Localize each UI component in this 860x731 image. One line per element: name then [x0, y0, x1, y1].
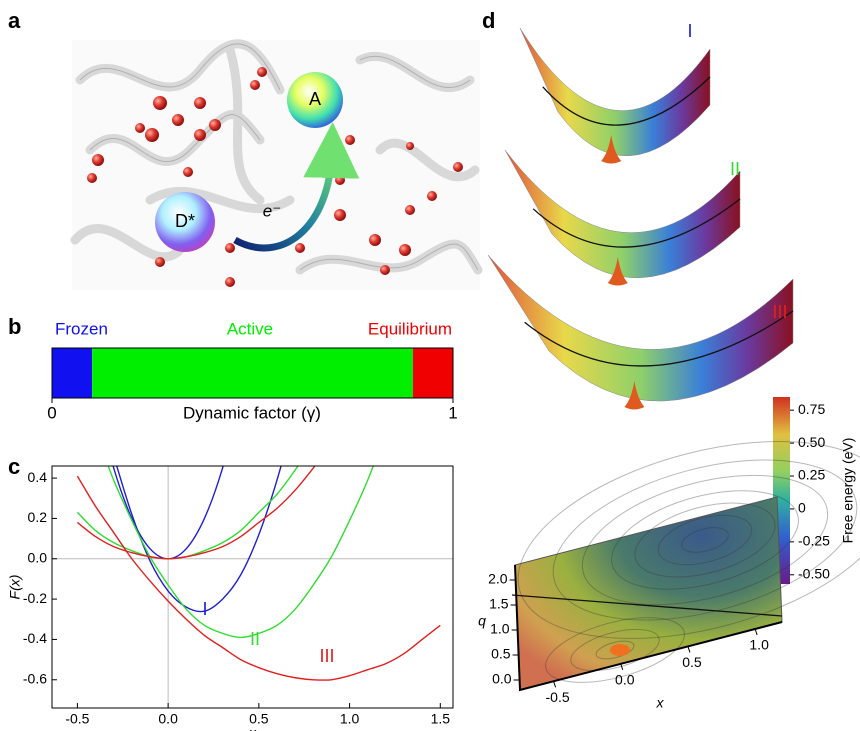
x-tick-label: 1.5	[431, 711, 451, 727]
page: {"panels": ["a", "b", "c", "d"], "scene"…	[0, 0, 860, 731]
y-tick-label: 0.0	[492, 671, 512, 687]
panel-label: c	[8, 454, 20, 479]
y-tick-label: 0.4	[28, 469, 48, 485]
x-tick-label: 0.0	[615, 672, 635, 688]
y-tick-label: -0.2	[23, 590, 47, 606]
energy-surface	[505, 150, 740, 278]
colorbar-tick-label: 0.50	[798, 434, 825, 450]
panel-a-art	[72, 40, 480, 290]
bar-segment	[92, 348, 413, 398]
x-axis-label: Dynamic factor (γ)	[183, 403, 321, 422]
x-tick-label: 0.5	[682, 654, 702, 670]
y-tick-label: 0.0	[28, 549, 48, 565]
curve-annotation: III	[319, 646, 334, 666]
y-axis-label: F(x)	[7, 575, 23, 600]
electron-label: e⁻	[263, 201, 281, 220]
curve	[77, 444, 331, 559]
surface-label: I	[687, 21, 692, 41]
panel-d-art	[488, 28, 793, 410]
x-tick-label: 0.0	[158, 711, 178, 727]
y-tick-label: 2.0	[488, 571, 508, 587]
curve-annotation: II	[250, 629, 260, 649]
category-label: Frozen	[55, 319, 108, 338]
figure: a b c d A D* e⁻ Frozen Active Equilibrium 0 1 Dynami…	[0, 0, 860, 731]
curve-annotation: I	[202, 599, 207, 619]
x-axis-label: x	[248, 725, 257, 731]
colorbar-tick-label: 0.25	[798, 467, 825, 483]
x-tick	[688, 646, 690, 652]
curve	[114, 414, 295, 612]
curve	[77, 476, 440, 680]
bar-segment	[52, 348, 92, 398]
x-tick-label: 1.0	[340, 711, 360, 727]
x-tick-label: -0.5	[65, 711, 89, 727]
x-tick	[554, 681, 556, 687]
colorbar-tick-label: 0.75	[798, 401, 825, 417]
x-tick	[755, 629, 757, 635]
minimum-marker	[610, 644, 630, 656]
y-tick-label: 0.5	[491, 646, 511, 662]
contour-plane	[515, 497, 782, 690]
panel-label: d	[482, 8, 495, 33]
colorbar-title: Free energy (eV)	[840, 438, 856, 544]
x-axis-label: x	[656, 695, 665, 711]
donor-label: D*	[175, 211, 195, 231]
curve	[77, 442, 313, 559]
x-tick-label: 0	[47, 403, 56, 422]
y-tick-label: -0.4	[23, 630, 47, 646]
y-tick-label: 1.5	[489, 596, 509, 612]
y-tick-label: 1.0	[490, 621, 510, 637]
colorbar-tick-label: -0.25	[798, 533, 830, 549]
panel-label: a	[8, 8, 21, 33]
category-label: Active	[227, 319, 273, 338]
surface-label: II	[730, 159, 740, 179]
y-axis-label: q	[478, 613, 486, 629]
x-tick-label: 1.0	[749, 637, 769, 653]
x-tick-label: -0.5	[546, 689, 570, 705]
category-label: Equilibrium	[368, 319, 452, 338]
curve	[96, 432, 386, 638]
y-tick-label: 0.2	[28, 509, 48, 525]
x-tick-label: 1	[448, 403, 457, 422]
y-tick-label: -0.6	[23, 670, 47, 686]
energy-surface	[520, 28, 710, 156]
plot-frame	[52, 466, 453, 708]
bar-segment	[413, 348, 453, 398]
colorbar-tick-label: 0	[798, 500, 806, 516]
acceptor-label: A	[309, 89, 321, 109]
panel-label: b	[8, 314, 21, 339]
surface-label: III	[772, 302, 787, 322]
